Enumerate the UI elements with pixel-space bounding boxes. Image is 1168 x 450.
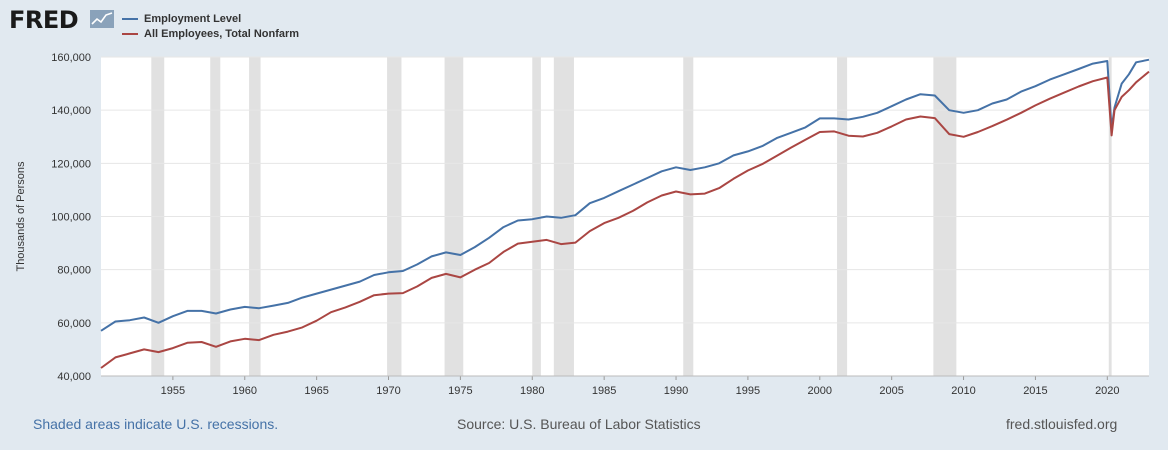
x-tick-label: 1955 (161, 385, 185, 397)
legend-label: All Employees, Total Nonfarm (144, 27, 300, 40)
x-tick-label: 1975 (448, 385, 472, 397)
line-chart-icon (90, 10, 114, 28)
x-tick-label: 1980 (520, 385, 544, 397)
x-tick-label: 1970 (376, 385, 400, 397)
y-tick-label: 100,000 (51, 212, 91, 224)
x-tick-label: 2015 (1023, 385, 1047, 397)
legend-label: Employment Level (144, 12, 242, 25)
x-tick-label: 1990 (664, 385, 688, 397)
x-tick-label: 2005 (879, 385, 903, 397)
y-tick-label: 120,000 (51, 158, 91, 170)
fred-logo[interactable]: FRED (9, 6, 79, 34)
y-axis-label: Thousands of Persons (15, 161, 27, 272)
legend-item-employment-level[interactable]: Employment Level (122, 11, 299, 26)
y-tick-label: 60,000 (57, 318, 91, 330)
source-text: Source: U.S. Bureau of Labor Statistics (457, 416, 701, 432)
x-tick-label: 2010 (951, 385, 975, 397)
y-tick-label: 80,000 (57, 265, 91, 277)
legend-item-total-nonfarm[interactable]: All Employees, Total Nonfarm (122, 26, 299, 41)
legend-swatch (122, 32, 138, 35)
x-tick-label: 2000 (808, 385, 832, 397)
x-tick-label: 1960 (233, 385, 257, 397)
site-link[interactable]: fred.stlouisfed.org (1006, 416, 1118, 432)
x-tick-label: 1965 (304, 385, 328, 397)
legend-swatch (122, 17, 138, 20)
chart: 40,000 60,000 80,000 100,000 120,000 140,000 1… (15, 52, 1150, 397)
legend: Employment Level All Employees, Total No… (122, 11, 299, 41)
y-tick-label: 140,000 (51, 105, 91, 117)
recession-note[interactable]: Shaded areas indicate U.S. recessions. (33, 416, 279, 432)
x-tick-label: 2020 (1095, 385, 1119, 397)
x-tick-label: 1995 (736, 385, 760, 397)
y-tick-label: 160,000 (51, 52, 91, 64)
series-line-employment-level (100, 58, 1150, 332)
y-tick-label: 40,000 (57, 371, 91, 383)
series-line-total-nonfarm (100, 70, 1150, 369)
x-tick-label: 1985 (592, 385, 616, 397)
